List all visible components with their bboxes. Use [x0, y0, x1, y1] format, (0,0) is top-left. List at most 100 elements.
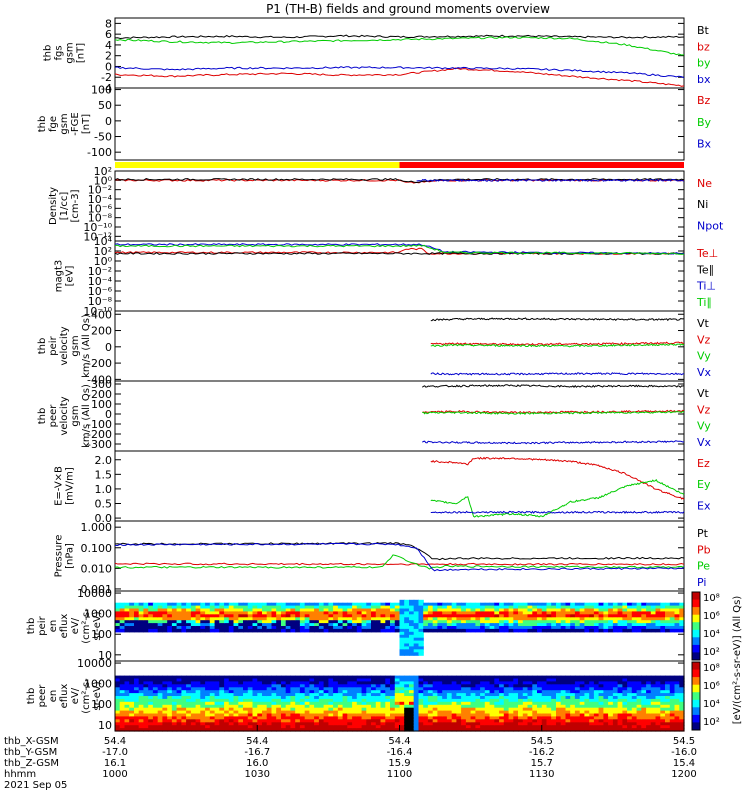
- spectrogram-cell: [513, 620, 519, 624]
- spectrogram-cell: [399, 617, 405, 621]
- spectrogram-cell: [219, 626, 225, 630]
- spectrogram-cell: [427, 696, 434, 700]
- spectrogram-cell: [646, 602, 652, 607]
- panel-frame: [114, 87, 685, 161]
- spectrogram-cell: [608, 684, 614, 688]
- spectrogram-cell: [489, 626, 495, 630]
- spectrogram-cell: [219, 693, 225, 697]
- spectrogram-cell: [138, 626, 144, 630]
- spectrogram-cell: [636, 716, 642, 720]
- spectrogram-cell: [285, 696, 291, 700]
- spectrogram-cell: [432, 611, 438, 615]
- spectrogram-cell: [214, 722, 220, 726]
- spectrogram-cell: [665, 713, 671, 717]
- spectrogram-cell: [446, 620, 453, 624]
- spectrogram-cell: [423, 707, 429, 712]
- panel-density: 10²10⁰10⁻²10⁻⁴10⁻⁶10⁻⁸10⁻¹⁰10⁻¹²Density[…: [48, 165, 724, 243]
- spectrogram-cell: [380, 722, 386, 726]
- spectrogram-cell: [442, 713, 448, 717]
- spectrogram-cell: [499, 628, 505, 633]
- spectrogram-cell: [299, 701, 306, 706]
- spectrogram-cell: [399, 725, 405, 729]
- spectrogram-cell: [646, 701, 652, 706]
- spectrogram-cell: [167, 675, 173, 680]
- spectrogram-cell: [366, 681, 372, 685]
- spectrogram-cell: [262, 623, 268, 627]
- spectrogram-cell: [385, 626, 391, 630]
- spectrogram-cell: [641, 696, 647, 700]
- spectrogram-cell: [356, 698, 363, 703]
- spectrogram-cell: [570, 611, 576, 615]
- spectrogram-cell: [295, 614, 301, 618]
- spectrogram-cell: [385, 617, 391, 621]
- spectrogram-cell: [285, 608, 291, 612]
- spectrogram-cell: [451, 722, 457, 726]
- spectrogram-cell: [129, 602, 135, 607]
- y-axis-label-line: magt3: [54, 260, 65, 293]
- spectrogram-cell: [266, 681, 272, 685]
- spectrogram-cell: [299, 623, 306, 627]
- spectrogram-cell: [413, 626, 419, 630]
- spectrogram-cell: [484, 611, 491, 615]
- spectrogram-cell: [176, 602, 182, 607]
- x-row-value: -16.7: [244, 747, 270, 758]
- spectrogram-cell: [513, 698, 519, 703]
- spectrogram-cell: [224, 725, 230, 729]
- spectrogram-cell: [603, 713, 609, 717]
- spectrogram-cell: [224, 628, 230, 633]
- spectrogram-cell: [589, 701, 595, 706]
- spectrogram-cell: [143, 675, 149, 680]
- spectrogram-cell: [181, 698, 187, 703]
- spectrogram-cell: [314, 716, 320, 720]
- spectrogram-cell: [361, 696, 367, 700]
- spectrogram-cell: [579, 608, 585, 612]
- spectrogram-cell: [674, 690, 680, 694]
- spectrogram-cell: [522, 698, 529, 703]
- spectrogram-cell: [508, 710, 514, 715]
- spectrogram-cell: [134, 675, 140, 680]
- spectrogram-cell: [290, 617, 296, 621]
- spectrogram-cell: [356, 626, 363, 630]
- spectrogram-cell: [167, 614, 173, 618]
- spectrogram-cell: [617, 713, 623, 717]
- spectrogram-cell: [219, 602, 225, 607]
- spectrogram-cell: [598, 608, 604, 612]
- spectrogram-cell: [669, 620, 676, 624]
- spectrogram-cell: [437, 675, 443, 680]
- spectrogram-cell: [598, 725, 604, 729]
- spectrogram-cell: [266, 620, 272, 624]
- spectrogram-cell: [446, 605, 453, 610]
- spectrogram-cell: [636, 713, 642, 717]
- spectrogram-cell: [299, 608, 306, 612]
- spectrogram-cell: [371, 605, 377, 610]
- spectrogram-cell: [456, 628, 462, 633]
- spectrogram-cell: [318, 614, 325, 618]
- spectrogram-cell: [200, 684, 206, 688]
- spectrogram-cell: [347, 678, 353, 682]
- spectrogram-cell: [522, 707, 529, 712]
- spectrogram-cell: [119, 719, 125, 723]
- spectrogram-cell: [371, 626, 377, 630]
- spectrogram-cell: [423, 725, 429, 729]
- spectrogram-cell: [138, 696, 144, 700]
- spectrogram-cell: [660, 687, 666, 691]
- spectrogram-cell: [622, 698, 628, 703]
- spectrogram-cell: [404, 690, 410, 694]
- spectrogram-cell: [608, 687, 614, 691]
- spectrogram-cell: [356, 675, 363, 680]
- spectrogram-cell: [281, 710, 287, 715]
- spectrogram-cell: [556, 620, 562, 624]
- spectrogram-cell: [612, 681, 619, 685]
- spectrogram-cell: [356, 707, 363, 712]
- y-tick-label: 10²: [94, 245, 112, 258]
- spectrogram-cell: [171, 707, 178, 712]
- spectrogram-cell: [669, 701, 676, 706]
- colorbar-swatch: [692, 677, 700, 686]
- spectrogram-cell: [262, 602, 268, 607]
- spectrogram-cell: [489, 722, 495, 726]
- spectrogram-cell: [484, 710, 491, 715]
- spectrogram-cell: [318, 696, 325, 700]
- spectrogram-cell: [176, 713, 182, 717]
- spectrogram-cell: [570, 684, 576, 688]
- spectrogram-cell: [432, 719, 438, 723]
